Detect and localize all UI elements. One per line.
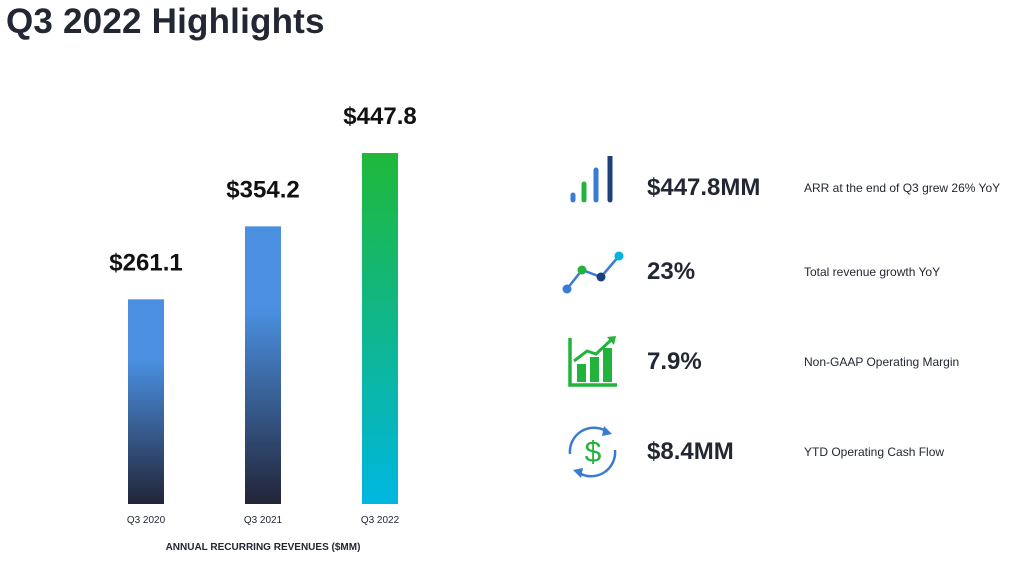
metric-value: $447.8MM	[647, 174, 761, 201]
metric-value: $8.4MM	[647, 438, 734, 465]
growth-chart-icon	[568, 336, 617, 387]
metric-arr: $447.8MM ARR at the end of Q3 grew 26% Y…	[560, 156, 1020, 220]
metric-value: 7.9%	[647, 348, 702, 375]
bar-value-label: $447.8	[343, 103, 416, 130]
metric-revenue-growth: 23% Total revenue growth YoY	[560, 240, 1020, 304]
bar-value-label: $354.2	[226, 176, 299, 203]
x-tick-label: Q3 2022	[361, 515, 400, 526]
metric-description: Total revenue growth YoY	[804, 265, 941, 279]
svg-text:$: $	[585, 436, 602, 469]
bar-value-label: $261.1	[109, 249, 182, 276]
bar-q3-2022	[362, 153, 398, 504]
trend-line-icon	[562, 251, 624, 294]
arr-bar-chart: $261.1Q3 2020$354.2Q3 2021$447.8Q3 2022 …	[109, 103, 416, 553]
metric-operating-margin: 7.9% Non-GAAP Operating Margin	[560, 330, 1020, 394]
bar-chart-icon	[570, 156, 613, 203]
metric-cash-flow: $ $8.4MM YTD Operating Cash Flow	[560, 420, 1020, 484]
page-title: Q3 2022 Highlights	[6, 2, 325, 41]
metric-value: 23%	[647, 258, 696, 285]
bar-q3-2021	[245, 226, 281, 504]
metric-description: Non-GAAP Operating Margin	[804, 355, 960, 369]
metric-description: ARR at the end of Q3 grew 26% YoY	[804, 181, 1001, 195]
bar-q3-2020	[128, 299, 164, 504]
dollar-cycle-icon: $	[568, 426, 617, 478]
x-axis-label: ANNUAL RECURRING REVENUES ($MM)	[166, 542, 361, 553]
x-tick-label: Q3 2021	[244, 515, 283, 526]
metric-description: YTD Operating Cash Flow	[804, 445, 945, 459]
x-tick-label: Q3 2020	[127, 515, 166, 526]
